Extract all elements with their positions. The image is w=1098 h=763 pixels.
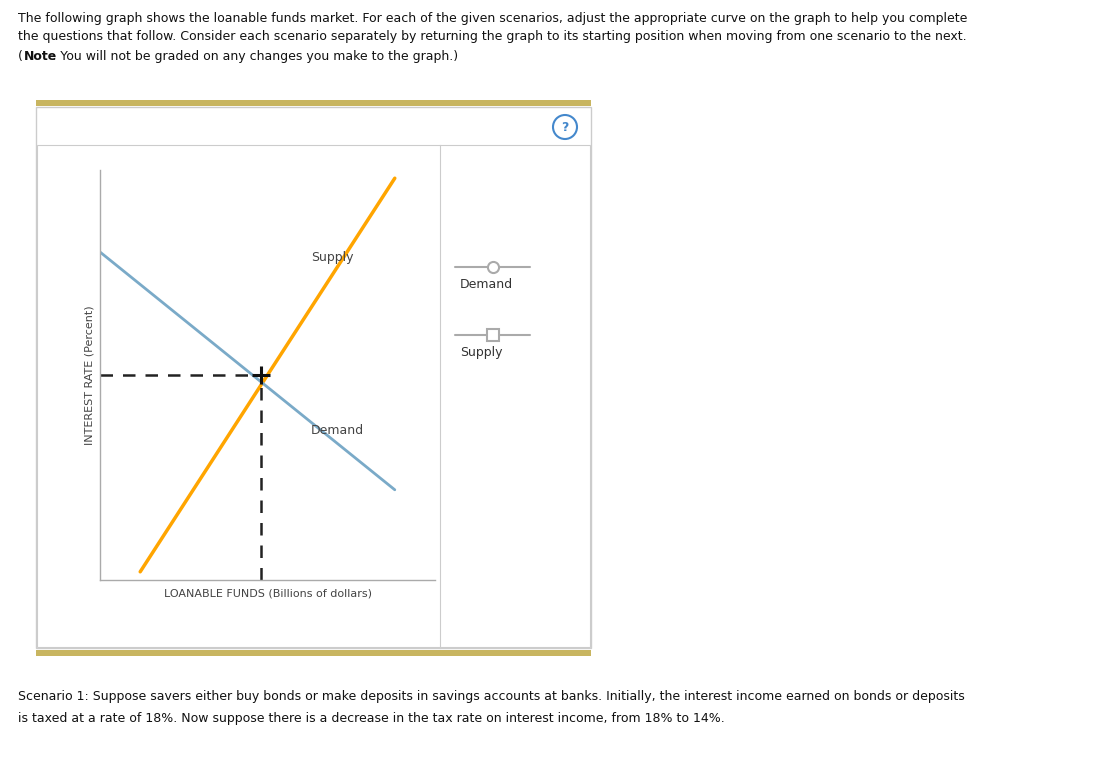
Text: Scenario 1: Suppose savers either buy bonds or make deposits in savings accounts: Scenario 1: Suppose savers either buy bo… <box>18 690 965 703</box>
Y-axis label: INTEREST RATE (Percent): INTEREST RATE (Percent) <box>85 305 94 445</box>
Text: (: ( <box>18 50 23 63</box>
Text: Supply: Supply <box>311 251 354 264</box>
Text: The following graph shows the loanable funds market. For each of the given scena: The following graph shows the loanable f… <box>18 12 967 25</box>
Text: : You will not be graded on any changes you make to the graph.): : You will not be graded on any changes … <box>52 50 458 63</box>
Text: Demand: Demand <box>460 278 513 291</box>
Bar <box>36 100 591 106</box>
Text: Note: Note <box>24 50 57 63</box>
Text: the questions that follow. Consider each scenario separately by returning the gr: the questions that follow. Consider each… <box>18 30 966 43</box>
Text: is taxed at a rate of 18%. Now suppose there is a decrease in the tax rate on in: is taxed at a rate of 18%. Now suppose t… <box>18 712 725 725</box>
Bar <box>37 145 590 647</box>
X-axis label: LOANABLE FUNDS (Billions of dollars): LOANABLE FUNDS (Billions of dollars) <box>164 588 371 598</box>
Bar <box>36 107 591 648</box>
Text: Demand: Demand <box>311 424 365 437</box>
Text: ?: ? <box>561 121 569 134</box>
Text: Supply: Supply <box>460 346 503 359</box>
Bar <box>36 650 591 656</box>
